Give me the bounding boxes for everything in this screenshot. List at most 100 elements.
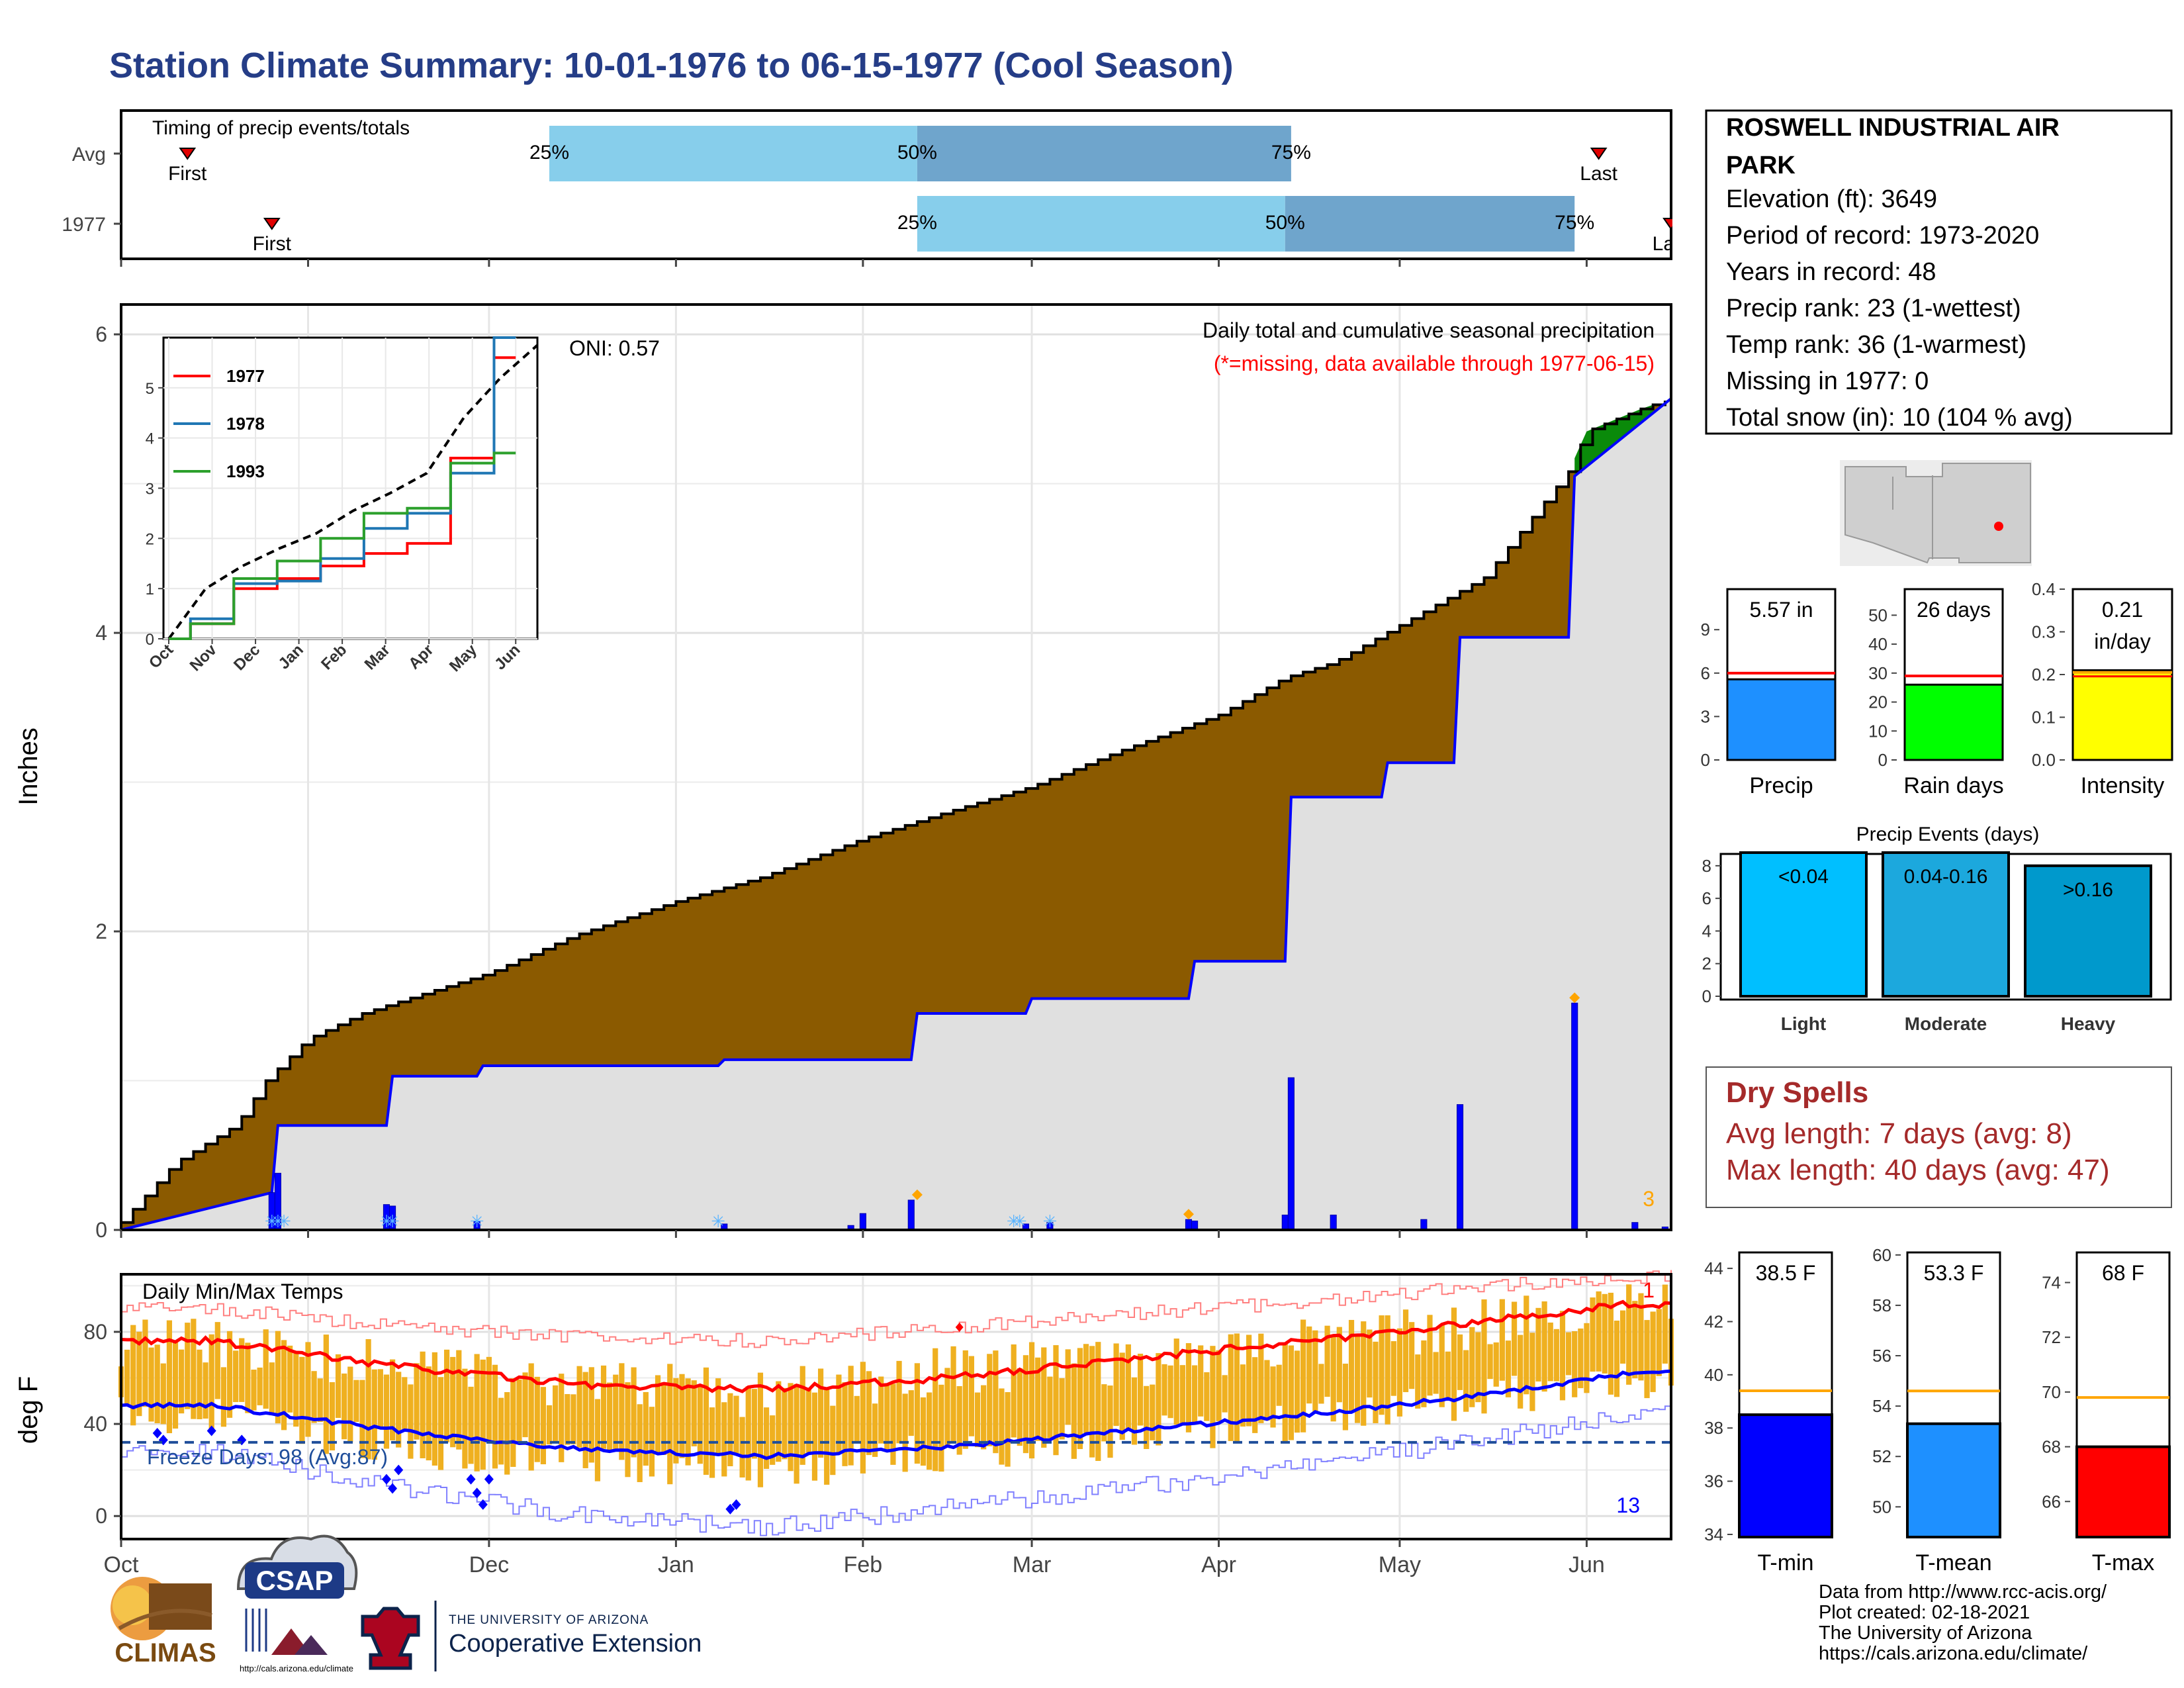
daily-temp-bar: [408, 1384, 414, 1459]
daily-temp-bar: [667, 1364, 673, 1485]
daily-temp-bar: [1590, 1297, 1596, 1372]
station-period: Period of record: 1973-2020: [1726, 222, 2039, 250]
temp-summary-bar: [1738, 1413, 1833, 1538]
daily-temp-bar: [1445, 1351, 1451, 1398]
daily-temp-bar: [426, 1366, 432, 1461]
daily-temp-bar: [1005, 1392, 1011, 1467]
summary-bar-label: Rain days: [1903, 773, 2003, 798]
temp-summary-bar: [1906, 1422, 2001, 1538]
daily-temp-bar: [565, 1393, 570, 1445]
precip-ytick-label: 6: [95, 322, 107, 346]
dry-spells: Dry Spells Avg length: 7 days (avg: 8) M…: [1706, 1066, 2172, 1208]
daily-temp-bar: [1300, 1319, 1306, 1432]
daily-temp-bar: [1324, 1325, 1330, 1397]
daily-temp-bar: [1011, 1344, 1017, 1438]
temp-summary-ytick-label: 72: [2042, 1327, 2061, 1347]
temp-summary-ytick-label: 40: [1704, 1365, 1723, 1385]
daily-temp-bar: [245, 1342, 251, 1413]
summary-sub-label: in/day: [2094, 630, 2150, 653]
temp-summary-ytick-label: 66: [2042, 1491, 2061, 1511]
daily-temp-bar: [866, 1371, 872, 1456]
temp-summary-ytick-label: 38: [1704, 1418, 1723, 1438]
daily-temp-bar: [884, 1385, 890, 1450]
daily-temp-bar: [1065, 1349, 1071, 1425]
temp-summary-bar-label: T-max: [2092, 1550, 2154, 1575]
inset-grid: [163, 338, 537, 639]
daily-temp-bar: [1547, 1322, 1553, 1382]
precip-panel-frame: [120, 303, 1672, 1231]
daily-temp-bar: [968, 1356, 975, 1436]
timing-first-marker: [179, 148, 197, 160]
events-title: Precip Events (days): [1856, 823, 2040, 845]
daily-temp-bar: [1487, 1344, 1493, 1380]
daily-temp-bar: [142, 1319, 148, 1407]
inset-legend-label: 1977: [226, 366, 265, 386]
daily-temp-bar: [1294, 1350, 1300, 1433]
daily-temp-bar: [456, 1350, 462, 1450]
daily-temp-bar: [1385, 1315, 1390, 1425]
summary-ytick-label: 6: [1701, 663, 1710, 683]
inset-legend-label: 1978: [226, 414, 265, 434]
summary-ytick-label: 0: [1701, 750, 1710, 770]
temp-summary-value-label: 68 F: [2102, 1261, 2144, 1285]
temp-summary-bar: [2075, 1445, 2171, 1538]
daily-temp-bar: [540, 1387, 546, 1465]
daily-temp-bar: [130, 1325, 136, 1426]
normal-min-line: [120, 1369, 1672, 1460]
daily-temp-bar: [1240, 1364, 1246, 1427]
daily-temp-bar: [1596, 1291, 1602, 1372]
precip-y-axis: 0 2 4 6: [95, 322, 121, 1242]
daily-temp-bar: [305, 1342, 311, 1437]
dry-spells-title: Dry Spells: [1726, 1076, 1868, 1109]
daily-temp-bar: [546, 1405, 553, 1444]
daily-temp-bar: [1047, 1376, 1053, 1438]
daily-temp-bar: [396, 1372, 402, 1448]
daily-temp-bar: [179, 1349, 185, 1414]
daily-temp-bar: [1179, 1365, 1185, 1425]
daily-temp-bar: [1463, 1350, 1469, 1412]
event-range-label: <0.04: [1778, 866, 1829, 888]
daily-temp-bar: [619, 1363, 625, 1460]
daily-temp-bar: [522, 1372, 528, 1438]
daily-temp-bar: [788, 1383, 794, 1472]
precip-record-marker: [1569, 992, 1580, 1004]
daily-temp-bar: [854, 1395, 860, 1442]
ua-line2: Cooperative Extension: [449, 1630, 702, 1658]
timing-q25-label: 25%: [529, 142, 569, 164]
daily-temp-bar: [443, 1349, 450, 1442]
daily-precip-bar: [1287, 1077, 1295, 1231]
daily-temp-bar: [281, 1340, 287, 1430]
temp-ytick-label: 80: [83, 1320, 107, 1344]
daily-temp-bar: [890, 1383, 896, 1465]
daily-precip-bar: [1185, 1219, 1193, 1231]
daily-temp-bar: [1246, 1335, 1252, 1427]
summary-ytick-label: 3: [1701, 706, 1710, 726]
record-low-marker: [472, 1487, 482, 1499]
daily-temp-bar: [950, 1346, 956, 1444]
snow-marker: ✳: [265, 1211, 279, 1231]
daily-temp-bar: [383, 1374, 390, 1449]
daily-temp-bar: [462, 1368, 468, 1469]
daily-temp-bar: [1529, 1333, 1535, 1411]
daily-temp-bar: [1355, 1335, 1361, 1423]
credit-data-source: Data from http://www.rcc-acis.org/: [1819, 1581, 2107, 1603]
daily-temp-bar: [516, 1379, 522, 1444]
record-low-marker: [394, 1464, 404, 1476]
climas-logo-text: CLIMAS: [114, 1638, 216, 1667]
daily-temp-bar: [721, 1402, 727, 1477]
daily-temp-bar: [1626, 1284, 1632, 1385]
daily-temp-bar: [727, 1393, 733, 1467]
daily-temp-bar: [933, 1348, 938, 1472]
csap-url: http://cals.arizona.edu/climate: [240, 1664, 353, 1673]
temp-summary-ytick-label: 70: [2042, 1382, 2061, 1402]
daily-temp-bar: [1144, 1385, 1150, 1450]
daily-temp-bar: [811, 1392, 818, 1481]
events-ytick-label: 6: [1702, 888, 1711, 908]
daily-temp-bar: [594, 1399, 601, 1481]
daily-temp-bar: [1619, 1310, 1626, 1364]
month-label: Dec: [469, 1552, 509, 1577]
daily-temp-bar: [1191, 1365, 1198, 1425]
daily-temp-bar: [1312, 1330, 1318, 1413]
temp-summary-ytick-label: 52: [1872, 1446, 1891, 1466]
